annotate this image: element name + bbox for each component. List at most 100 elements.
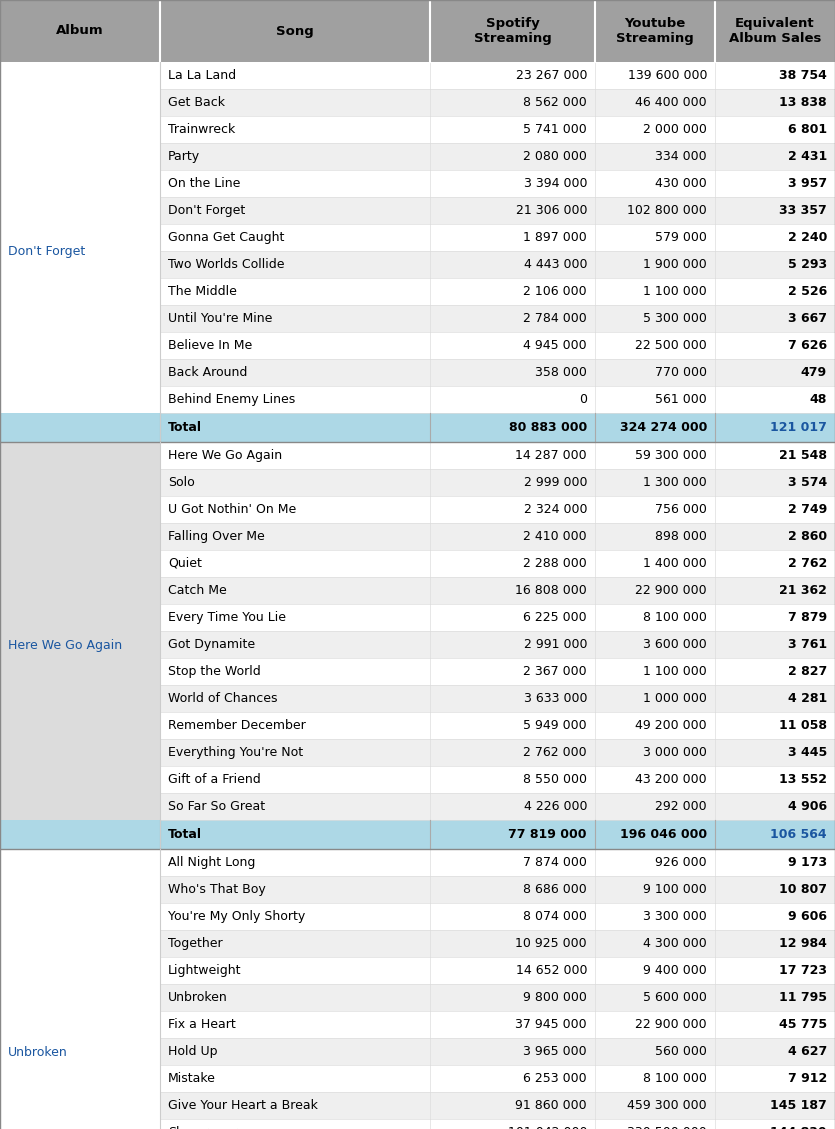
Text: 2 762: 2 762 [787,557,827,570]
Bar [160,224,835,251]
Text: 37 945 000: 37 945 000 [515,1018,587,1031]
Text: Unbroken: Unbroken [168,991,228,1004]
Text: 5 600 000: 5 600 000 [643,991,707,1004]
Text: 9 606: 9 606 [788,910,827,924]
Text: On the Line: On the Line [168,177,240,190]
Bar [160,441,835,469]
Text: Back Around: Back Around [168,366,247,379]
Text: Falling Over Me: Falling Over Me [168,530,265,543]
Text: 22 900 000: 22 900 000 [635,1018,707,1031]
Bar [160,1092,835,1119]
Text: 9 400 000: 9 400 000 [643,964,707,977]
Text: 4 945 000: 4 945 000 [524,339,587,352]
Text: 756 000: 756 000 [655,504,707,516]
Text: Here We Go Again: Here We Go Again [8,639,122,653]
Text: 4 906: 4 906 [788,800,827,813]
Text: Unbroken: Unbroken [8,1045,68,1059]
Text: 560 000: 560 000 [655,1045,707,1058]
Text: 45 775: 45 775 [779,1018,827,1031]
Text: 324 274 000: 324 274 000 [620,421,707,434]
Text: 43 200 000: 43 200 000 [635,773,707,786]
Text: 80 883 000: 80 883 000 [509,421,587,434]
Text: 3 574: 3 574 [787,476,827,489]
Bar [160,278,835,305]
Text: Who's That Boy: Who's That Boy [168,883,266,896]
Text: 13 838: 13 838 [779,96,827,110]
Text: 2 784 000: 2 784 000 [524,312,587,325]
Text: Remember December: Remember December [168,719,306,732]
Text: 4 627: 4 627 [787,1045,827,1058]
Bar [160,631,835,658]
Text: The Middle: The Middle [168,285,237,298]
Text: 16 808 000: 16 808 000 [515,584,587,597]
Text: 2 991 000: 2 991 000 [524,638,587,651]
Text: 2 240: 2 240 [787,231,827,244]
Bar [160,523,835,550]
Text: Party: Party [168,150,200,163]
Text: 579 000: 579 000 [655,231,707,244]
Text: 2 526: 2 526 [787,285,827,298]
Text: 2 080 000: 2 080 000 [523,150,587,163]
Text: 7 626: 7 626 [788,339,827,352]
Text: Behind Enemy Lines: Behind Enemy Lines [168,393,296,406]
Text: 2 106 000: 2 106 000 [524,285,587,298]
Text: 12 984: 12 984 [779,937,827,949]
Bar [160,876,835,903]
Text: Album: Album [56,25,104,37]
Bar [160,765,835,793]
Text: 8 550 000: 8 550 000 [523,773,587,786]
Bar [160,89,835,116]
Text: Total: Total [168,421,202,434]
Text: Together: Together [168,937,223,949]
Bar [160,62,835,89]
Text: World of Chances: World of Chances [168,692,277,704]
Text: 121 017: 121 017 [770,421,827,434]
Text: Lightweight: Lightweight [168,964,241,977]
Bar [160,1065,835,1092]
Text: You're My Only Shorty: You're My Only Shorty [168,910,306,924]
Bar [160,332,835,359]
Text: Hold Up: Hold Up [168,1045,217,1058]
Text: 8 562 000: 8 562 000 [524,96,587,110]
Text: 17 723: 17 723 [779,964,827,977]
Text: 4 281: 4 281 [787,692,827,704]
Bar [160,793,835,820]
Bar [160,305,835,332]
Text: Until You're Mine: Until You're Mine [168,312,272,325]
Text: Don't Forget: Don't Forget [168,204,245,217]
Text: 10 925 000: 10 925 000 [515,937,587,949]
Text: 770 000: 770 000 [655,366,707,379]
Bar [160,116,835,143]
Text: 5 293: 5 293 [788,259,827,271]
Text: Give Your Heart a Break: Give Your Heart a Break [168,1099,318,1112]
Text: 101 042 000: 101 042 000 [508,1126,587,1129]
Bar [160,957,835,984]
Bar [160,1119,835,1129]
Text: 14 652 000: 14 652 000 [515,964,587,977]
Text: 196 046 000: 196 046 000 [620,828,707,841]
Text: 9 173: 9 173 [788,856,827,869]
Text: 2 410 000: 2 410 000 [524,530,587,543]
Text: 2 288 000: 2 288 000 [524,557,587,570]
Text: 898 000: 898 000 [655,530,707,543]
Text: Stop the World: Stop the World [168,665,261,679]
Text: 106 564: 106 564 [771,828,827,841]
Text: La La Land: La La Land [168,69,236,82]
Text: 22 500 000: 22 500 000 [635,339,707,352]
Text: 46 400 000: 46 400 000 [635,96,707,110]
Text: 2 000 000: 2 000 000 [643,123,707,135]
Text: Believe In Me: Believe In Me [168,339,252,352]
Text: 479: 479 [801,366,827,379]
Text: Mistake: Mistake [168,1073,216,1085]
Text: Got Dynamite: Got Dynamite [168,638,256,651]
Text: 5 949 000: 5 949 000 [524,719,587,732]
Text: Everything You're Not: Everything You're Not [168,746,303,759]
Text: 926 000: 926 000 [655,856,707,869]
Bar [160,1010,835,1038]
Text: 38 754: 38 754 [779,69,827,82]
Text: 8 074 000: 8 074 000 [523,910,587,924]
Text: 3 633 000: 3 633 000 [524,692,587,704]
Text: 6 225 000: 6 225 000 [524,611,587,624]
Text: 11 795: 11 795 [779,991,827,1004]
Bar [160,496,835,523]
